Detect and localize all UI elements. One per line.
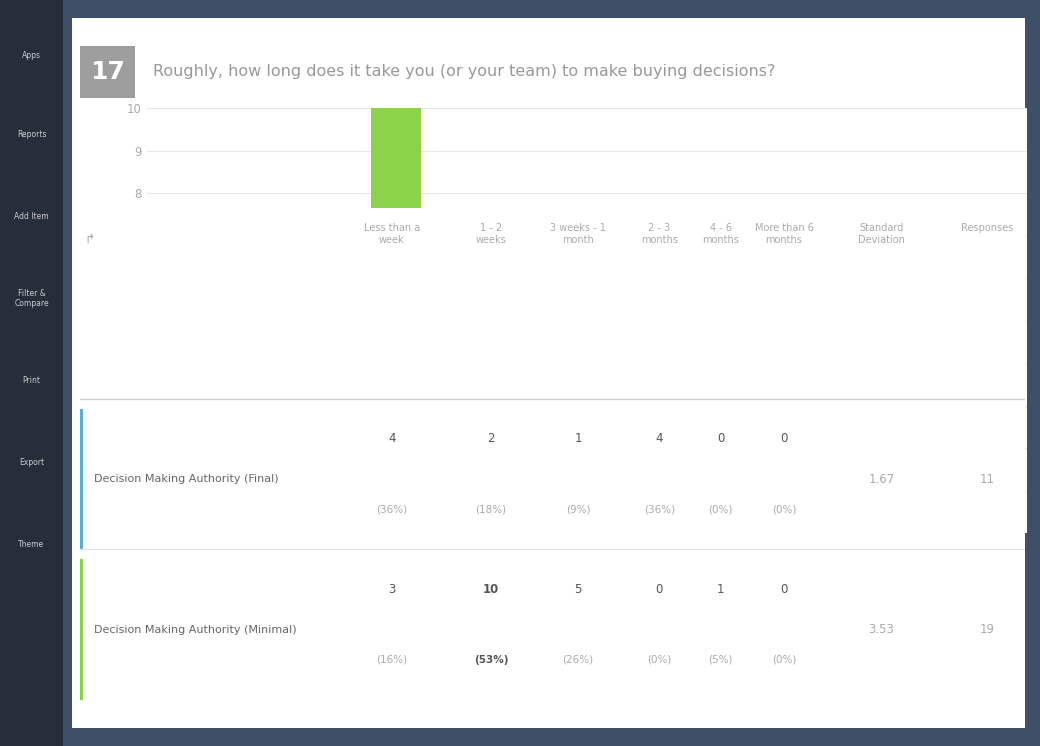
- Text: Decision Making Authority (Minimal): Decision Making Authority (Minimal): [95, 624, 296, 635]
- Text: 4: 4: [388, 433, 395, 445]
- Text: 3: 3: [388, 583, 395, 596]
- Text: 4 - 6
months: 4 - 6 months: [702, 223, 739, 245]
- Text: 17: 17: [90, 60, 125, 84]
- Text: (5%): (5%): [708, 655, 733, 665]
- Text: 3 weeks - 1
month: 3 weeks - 1 month: [550, 223, 606, 245]
- Text: (0%): (0%): [772, 655, 797, 665]
- Bar: [515, 321, 566, 533]
- Text: 19: 19: [980, 623, 994, 636]
- Text: (36%): (36%): [644, 504, 675, 514]
- Text: Standard
Deviation: Standard Deviation: [858, 223, 905, 245]
- Bar: [176, 363, 227, 533]
- Text: Theme: Theme: [19, 540, 45, 549]
- Text: Filter &
Compare: Filter & Compare: [15, 289, 49, 308]
- Text: 2 - 3
months: 2 - 3 months: [641, 223, 678, 245]
- Text: (53%): (53%): [474, 655, 509, 665]
- Text: Apps: Apps: [22, 51, 41, 60]
- Text: 0: 0: [780, 433, 787, 445]
- Text: Reports: Reports: [17, 130, 46, 139]
- Text: Roughly, how long does it take you (or your team) to make buying decisions?: Roughly, how long does it take you (or y…: [153, 64, 776, 80]
- Text: 1.67: 1.67: [868, 472, 894, 486]
- Text: Less than a
week: Less than a week: [364, 223, 420, 245]
- Text: 1: 1: [717, 583, 725, 596]
- Bar: [465, 491, 515, 533]
- Text: ↱: ↱: [84, 233, 96, 246]
- Text: Export: Export: [19, 458, 44, 467]
- Text: Decision Making Authority (Final): Decision Making Authority (Final): [95, 474, 279, 484]
- Text: 0: 0: [655, 583, 662, 596]
- Text: Add Item: Add Item: [15, 212, 49, 221]
- Text: (26%): (26%): [563, 655, 594, 665]
- Text: 1 - 2
weeks: 1 - 2 weeks: [475, 223, 506, 245]
- Bar: [80, 409, 83, 549]
- Text: (18%): (18%): [475, 504, 506, 514]
- Text: Print: Print: [23, 376, 41, 385]
- Text: (9%): (9%): [566, 504, 591, 514]
- Bar: [227, 406, 277, 533]
- Bar: [320, 448, 370, 533]
- Text: More than 6
months: More than 6 months: [755, 223, 813, 245]
- Text: 0: 0: [717, 433, 725, 445]
- Text: 10: 10: [483, 583, 499, 596]
- Text: (16%): (16%): [376, 655, 408, 665]
- Text: 2: 2: [488, 433, 495, 445]
- Text: 4: 4: [655, 433, 664, 445]
- Bar: [80, 560, 83, 700]
- Text: (0%): (0%): [772, 504, 797, 514]
- Bar: [803, 491, 854, 533]
- Text: (0%): (0%): [708, 504, 733, 514]
- Text: 11: 11: [980, 472, 994, 486]
- Text: 5: 5: [574, 583, 581, 596]
- Text: (36%): (36%): [376, 504, 408, 514]
- Text: 1: 1: [574, 433, 581, 445]
- Bar: [370, 108, 421, 533]
- Text: 0: 0: [780, 583, 787, 596]
- Text: Responses: Responses: [961, 223, 1013, 233]
- Text: 3.53: 3.53: [868, 623, 894, 636]
- Text: (0%): (0%): [647, 655, 672, 665]
- Bar: [608, 363, 659, 533]
